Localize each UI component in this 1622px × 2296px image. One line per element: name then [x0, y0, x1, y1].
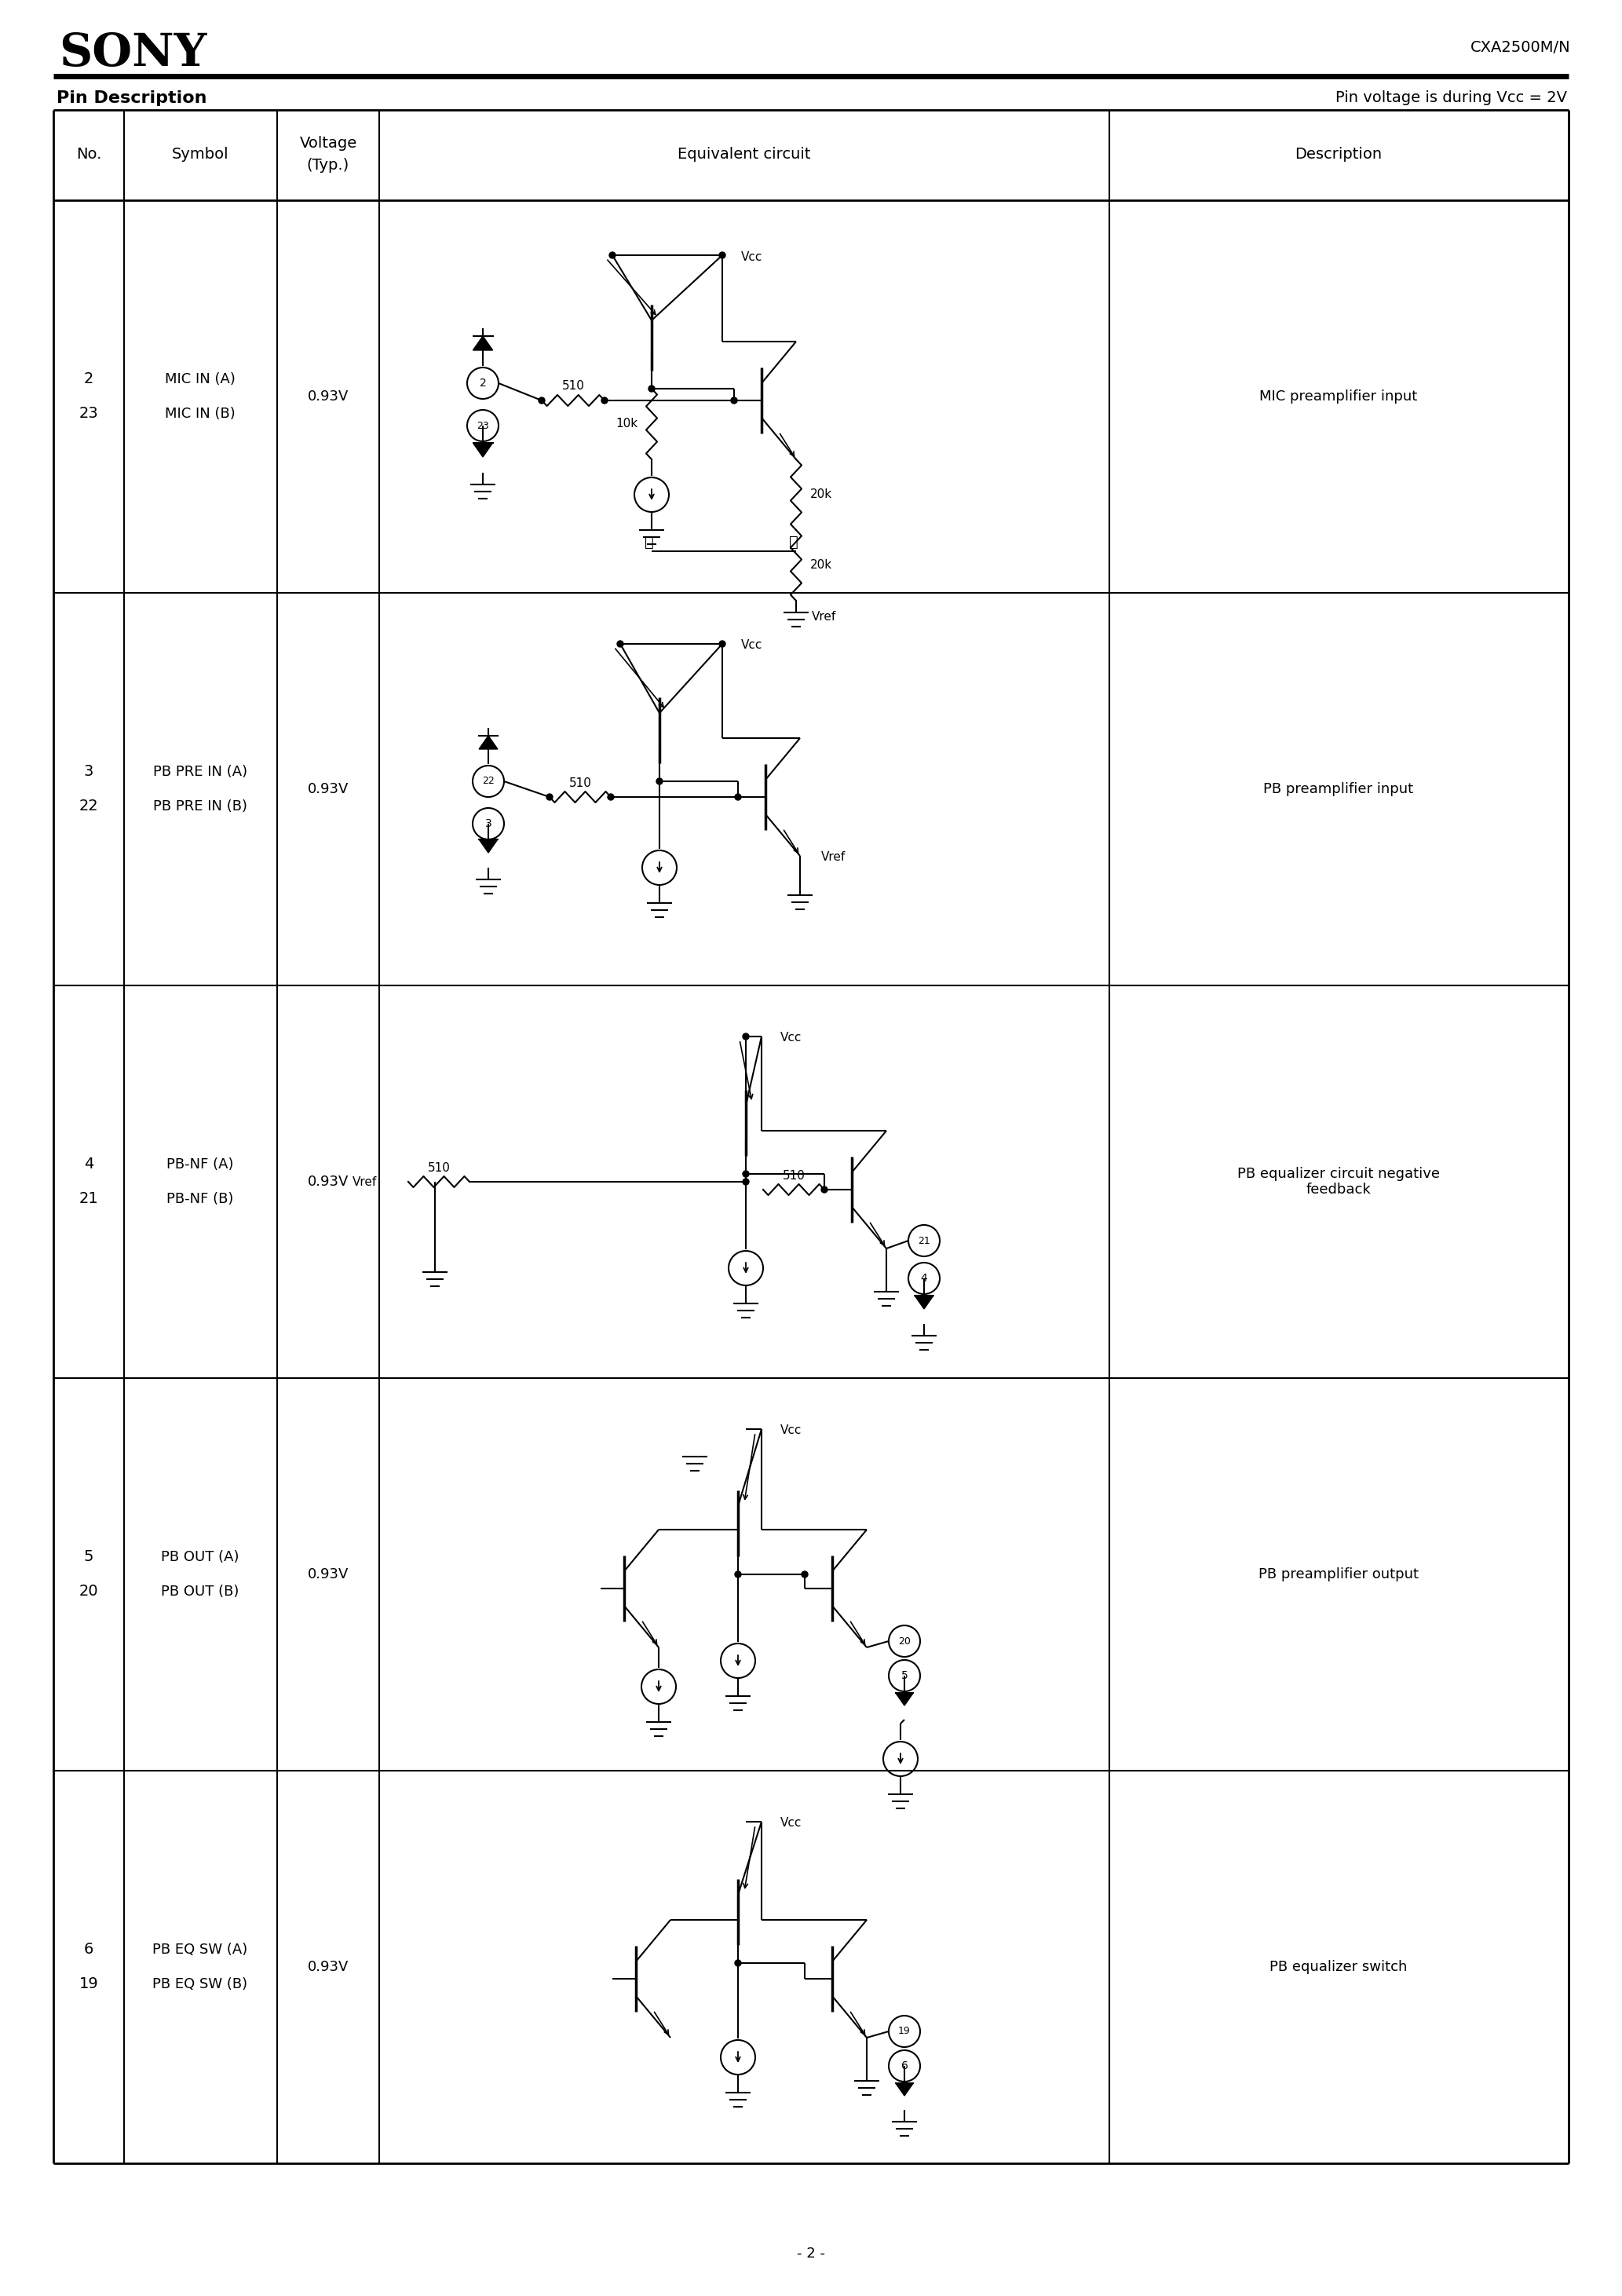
Text: 5: 5 — [900, 1669, 908, 1681]
Text: Description: Description — [1294, 147, 1382, 163]
Text: Vcc: Vcc — [780, 1818, 803, 1830]
Text: 23: 23 — [477, 420, 488, 432]
Text: 3: 3 — [84, 765, 94, 778]
Text: 4: 4 — [84, 1157, 94, 1171]
Text: PB PRE IN (B): PB PRE IN (B) — [152, 799, 247, 813]
Text: 510: 510 — [569, 776, 592, 790]
Text: Vref: Vref — [821, 852, 845, 863]
Polygon shape — [474, 335, 493, 351]
Text: 510: 510 — [782, 1169, 805, 1182]
Text: 510: 510 — [561, 381, 584, 393]
Polygon shape — [478, 735, 498, 748]
Text: 22: 22 — [79, 799, 99, 813]
Text: 19: 19 — [79, 1977, 99, 1991]
Circle shape — [602, 397, 608, 404]
Circle shape — [539, 397, 545, 404]
Circle shape — [610, 253, 615, 259]
Text: (Typ.): (Typ.) — [307, 158, 349, 172]
Text: 2: 2 — [480, 379, 487, 388]
Polygon shape — [895, 1692, 913, 1706]
Circle shape — [735, 1961, 741, 1965]
Circle shape — [719, 641, 725, 647]
Text: 0.93V: 0.93V — [308, 390, 349, 404]
Text: 2: 2 — [84, 372, 94, 386]
Text: 0.93V: 0.93V — [308, 1568, 349, 1582]
Text: MIC IN (A): MIC IN (A) — [165, 372, 235, 386]
Text: 10k: 10k — [615, 418, 637, 429]
Text: 510: 510 — [428, 1162, 451, 1173]
Text: PB PRE IN (A): PB PRE IN (A) — [152, 765, 247, 778]
Circle shape — [649, 386, 655, 393]
Circle shape — [735, 1570, 741, 1577]
Text: PB-NF (B): PB-NF (B) — [167, 1192, 234, 1205]
Text: Vref: Vref — [811, 611, 835, 622]
Text: PB OUT (A): PB OUT (A) — [161, 1550, 240, 1564]
Circle shape — [719, 253, 725, 259]
Text: 6: 6 — [900, 2060, 908, 2071]
Text: Equivalent circuit: Equivalent circuit — [678, 147, 811, 163]
Text: PB equalizer switch: PB equalizer switch — [1270, 1961, 1408, 1975]
Text: 0.93V: 0.93V — [308, 1176, 349, 1189]
Text: PB preamplifier input: PB preamplifier input — [1264, 783, 1414, 797]
Text: 4: 4 — [921, 1272, 928, 1283]
Circle shape — [821, 1187, 827, 1192]
Text: No.: No. — [76, 147, 102, 163]
Polygon shape — [474, 443, 493, 457]
Circle shape — [801, 1570, 808, 1577]
Text: Symbol: Symbol — [172, 147, 229, 163]
Text: SONY: SONY — [58, 32, 206, 76]
Text: 21: 21 — [79, 1192, 99, 1205]
Text: 0.93V: 0.93V — [308, 783, 349, 797]
Text: CXA2500M/N: CXA2500M/N — [1470, 39, 1570, 55]
Text: ⌴: ⌴ — [644, 535, 654, 549]
Text: Vcc: Vcc — [780, 1426, 803, 1437]
Circle shape — [732, 397, 738, 404]
Circle shape — [743, 1178, 749, 1185]
Text: 20: 20 — [899, 1637, 910, 1646]
Circle shape — [657, 778, 663, 785]
Text: - 2 -: - 2 - — [796, 2245, 826, 2262]
Text: PB EQ SW (B): PB EQ SW (B) — [152, 1977, 248, 1991]
Text: 0.93V: 0.93V — [308, 1961, 349, 1975]
Circle shape — [547, 794, 553, 799]
Text: 20k: 20k — [809, 489, 832, 501]
Text: 19: 19 — [899, 2027, 910, 2037]
Text: MIC preamplifier input: MIC preamplifier input — [1260, 390, 1418, 404]
Text: PB-NF (A): PB-NF (A) — [167, 1157, 234, 1171]
Polygon shape — [915, 1295, 933, 1309]
Circle shape — [743, 1171, 749, 1178]
Text: 22: 22 — [482, 776, 495, 788]
Circle shape — [743, 1033, 749, 1040]
Text: 5: 5 — [84, 1550, 94, 1564]
Text: Voltage: Voltage — [300, 135, 357, 152]
Text: ⌴: ⌴ — [790, 535, 798, 549]
Circle shape — [616, 641, 623, 647]
Text: 3: 3 — [485, 817, 491, 829]
Text: PB preamplifier output: PB preamplifier output — [1259, 1568, 1419, 1582]
Text: Pin voltage is during Vcc = 2V: Pin voltage is during Vcc = 2V — [1335, 92, 1567, 106]
Text: 21: 21 — [918, 1235, 931, 1247]
Text: PB EQ SW (A): PB EQ SW (A) — [152, 1942, 248, 1956]
Text: 6: 6 — [84, 1942, 94, 1956]
Text: Vref: Vref — [352, 1176, 376, 1187]
Text: Pin Description: Pin Description — [57, 90, 208, 106]
Text: 20k: 20k — [809, 560, 832, 572]
Polygon shape — [895, 2082, 913, 2096]
Text: Vcc: Vcc — [741, 641, 762, 652]
Text: MIC IN (B): MIC IN (B) — [165, 406, 235, 420]
Text: 23: 23 — [79, 406, 99, 420]
Text: Vcc: Vcc — [741, 250, 762, 262]
Text: 20: 20 — [79, 1584, 99, 1598]
Circle shape — [735, 794, 741, 799]
Polygon shape — [478, 840, 498, 852]
Text: PB equalizer circuit negative
feedback: PB equalizer circuit negative feedback — [1238, 1166, 1440, 1196]
Circle shape — [608, 794, 615, 799]
Text: PB OUT (B): PB OUT (B) — [161, 1584, 238, 1598]
Text: Vcc: Vcc — [780, 1033, 803, 1045]
